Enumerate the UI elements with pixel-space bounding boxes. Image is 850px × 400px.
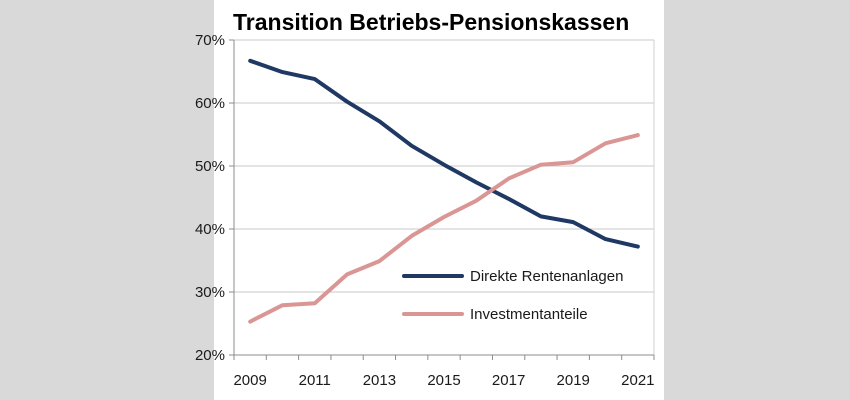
y-tick-label: 30%: [195, 284, 225, 301]
y-axis-ticks: 70% 60% 50% 40% 30% 20%: [195, 32, 234, 364]
legend: Direkte Rentenanlagen Investmentanteile: [402, 268, 623, 323]
y-tick-label: 40%: [195, 221, 225, 238]
y-tick-label: 70%: [195, 32, 225, 49]
legend-label-1: Direkte Rentenanlagen: [470, 268, 623, 285]
chart-panel: [214, 0, 664, 400]
legend-label-2: Investmentanteile: [470, 306, 588, 323]
chart-title: Transition Betriebs-Pensionskassen: [233, 9, 630, 35]
x-tick-label: 2015: [427, 372, 460, 389]
x-axis-ticks: 2009 2011 2013 2015 2017 2019 2021: [233, 355, 655, 389]
y-tick-label: 20%: [195, 347, 225, 364]
x-tick-label: 2019: [557, 372, 590, 389]
series-lines: [248, 58, 640, 324]
y-tick-label: 60%: [195, 95, 225, 112]
x-tick-label: 2021: [621, 372, 654, 389]
axes: [233, 40, 655, 356]
y-tick-label: 50%: [195, 158, 225, 175]
x-tick-label: 2011: [299, 372, 331, 389]
x-tick-label: 2009: [233, 372, 266, 389]
x-tick-label: 2013: [363, 372, 396, 389]
x-tick-label: 2017: [492, 372, 525, 389]
